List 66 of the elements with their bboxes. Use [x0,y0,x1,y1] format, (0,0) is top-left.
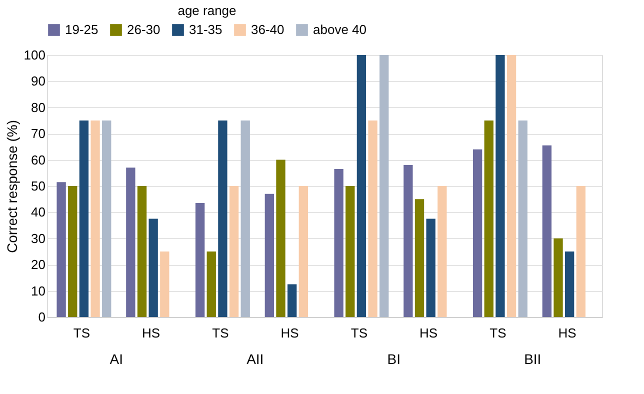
bar [368,120,378,317]
bar [195,203,205,317]
y-axis-title: Correct response (%) [4,120,20,254]
bar [102,120,112,317]
bar [298,186,308,317]
bar [68,186,78,317]
bar [518,120,528,317]
legend-label: 19-25 [65,22,98,37]
legend-title: age range [178,3,236,18]
bar [276,160,286,317]
legend-label: 26-30 [127,22,160,37]
x-tick-label: HS [558,326,577,340]
y-tick-label: 0 [38,310,46,324]
bar [206,252,216,317]
bar [380,55,389,317]
bar [484,120,494,317]
text: BII [524,351,542,367]
y-tick-label: 30 [31,230,46,246]
bar [576,186,586,317]
text: BI [387,351,400,367]
bar [506,55,516,317]
text: AII [246,351,264,367]
bar [496,55,505,317]
x-tick-label: TS [73,326,90,340]
bar [148,218,158,317]
bar [264,194,274,317]
x-tick-label: TS [350,326,368,340]
bar [404,165,413,317]
x-tick-label: HS [420,326,438,340]
bar [137,186,147,317]
x-tick-label: TS [212,326,230,340]
legend-label: 36-40 [251,22,284,37]
text: AI [110,351,123,367]
bar [126,168,136,317]
bar [564,252,574,317]
y-tick-label: 60 [31,152,46,168]
bar [229,186,239,317]
bar [554,238,563,317]
bar [356,55,366,317]
legend-label: 31-35 [189,22,222,37]
bar [438,186,447,317]
y-tick-label: 50 [31,178,46,194]
y-tick-label: 100 [24,48,46,62]
bar [334,168,344,317]
y-tick-label: 40 [31,204,46,220]
y-tick-label: 80 [31,100,46,115]
legend-label: above 40 [313,22,366,37]
bar [160,252,170,317]
bar [90,120,100,317]
bar [287,284,297,317]
y-tick-label: 20 [31,257,46,272]
bar [346,186,355,317]
x-tick-label: TS [490,326,507,340]
bar [218,120,228,317]
bar [414,199,424,317]
bar [240,120,250,317]
x-tick-label: HS [280,326,300,340]
bar [426,218,436,317]
x-tick-label: HS [142,326,160,340]
y-tick-label: 70 [31,126,46,142]
bar [472,149,482,317]
bar [56,182,66,317]
y-tick-label: 90 [31,74,46,89]
bar [542,145,552,317]
y-tick-label: 10 [31,283,46,298]
bar [79,120,89,317]
